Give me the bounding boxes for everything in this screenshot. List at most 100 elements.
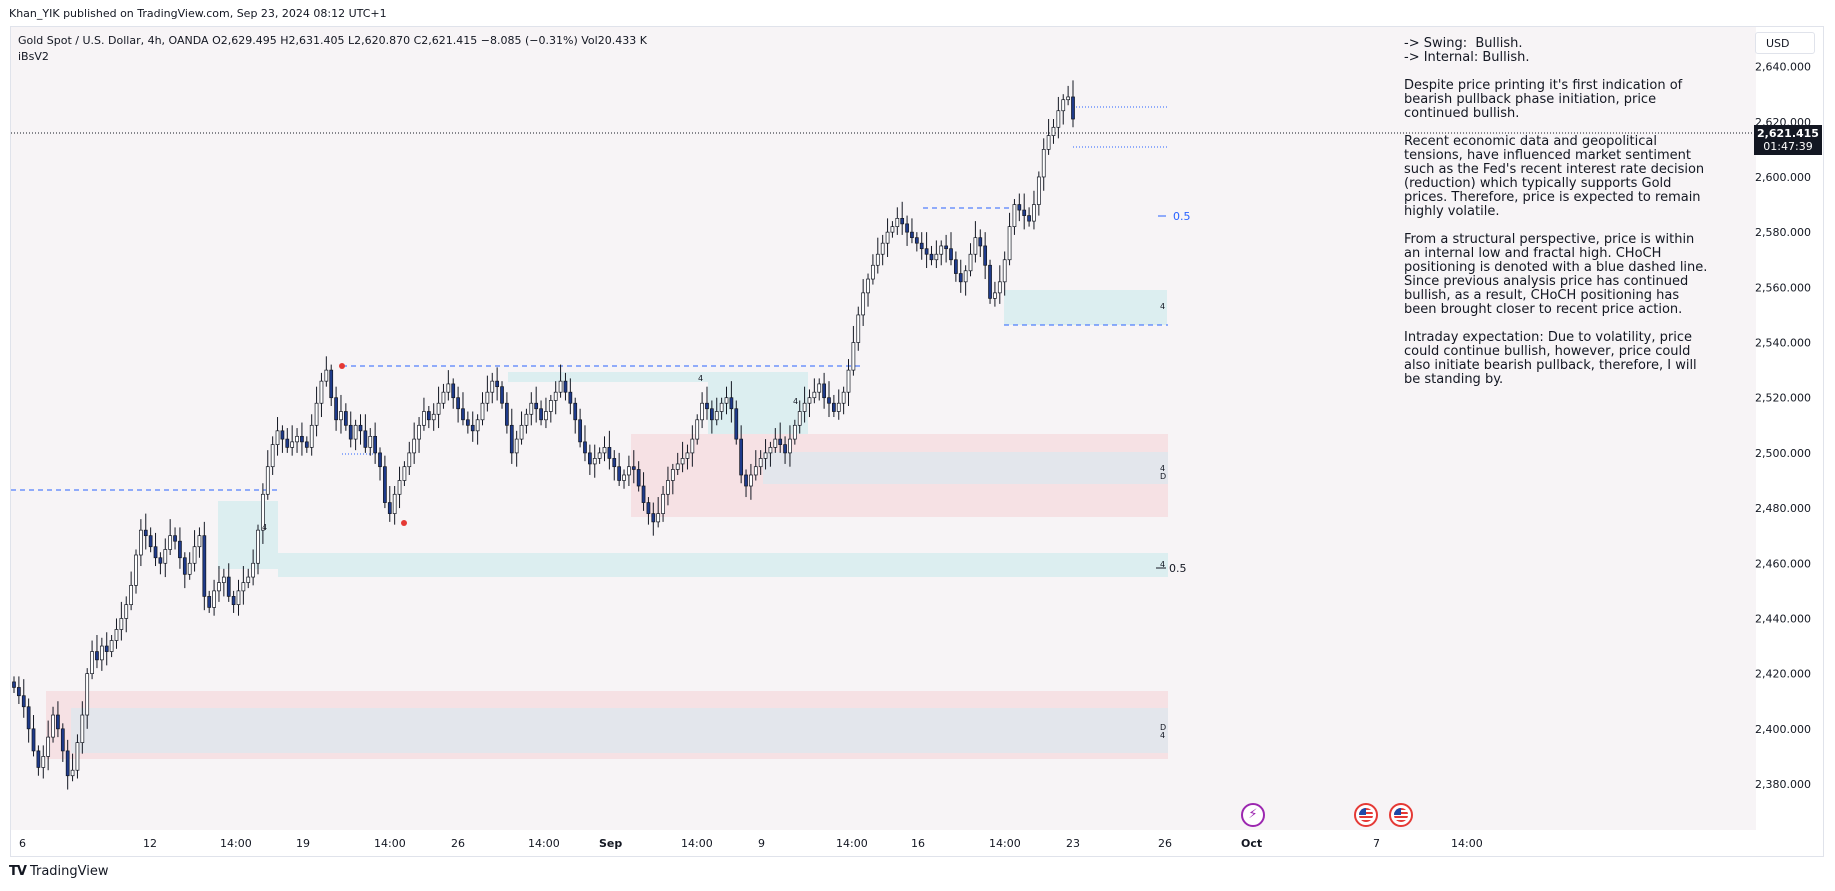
candle-down (739, 438, 744, 476)
candle-up (514, 438, 519, 454)
zone-label-9: 4 (1160, 731, 1165, 740)
candle-up (51, 714, 55, 738)
candle-up (41, 756, 46, 768)
candle-down (26, 706, 31, 730)
candle-up (109, 640, 114, 652)
candle-down (21, 695, 26, 708)
candle-up (656, 513, 661, 523)
zone-label-3: 4 (793, 397, 798, 406)
candle-up (592, 458, 597, 465)
candle-down (426, 411, 431, 421)
candle-up (1007, 226, 1012, 261)
us-flag-event-icon[interactable] (1389, 803, 1413, 827)
candle-up (392, 493, 397, 514)
candle-down (182, 557, 187, 575)
candle-up (1061, 99, 1066, 112)
candle-down (173, 535, 177, 542)
symbol-legend[interactable]: Gold Spot / U.S. Dollar, 4h, OANDA O2,62… (18, 34, 647, 63)
price-label: 2,580.000 (1755, 226, 1811, 239)
currency-button[interactable]: USD (1755, 32, 1815, 54)
candle-up (749, 474, 753, 487)
candle-down (456, 397, 460, 410)
candle-up (124, 604, 129, 619)
time-label: 26 (451, 837, 465, 850)
tradingview-logo[interactable]: TV TradingView (9, 864, 108, 879)
candle-up (871, 264, 875, 280)
zone-label-5: 4 (1160, 464, 1165, 473)
candle-down (832, 402, 836, 412)
chart-canvas[interactable]: 4 4 4 4 4 D 4 D 4 0.5 0.5 2,640.0002,620… (11, 27, 1823, 856)
candle-up (724, 397, 729, 404)
candle-down (231, 596, 236, 606)
candle-up (265, 466, 270, 495)
price-scale[interactable]: 2,640.0002,620.0002,600.0002,580.0002,56… (1755, 27, 1823, 856)
candle-down (363, 430, 368, 448)
candle-up (353, 424, 358, 440)
candle-down (358, 424, 363, 432)
candle-down (573, 402, 578, 421)
candle-up (680, 458, 685, 465)
candle-up (246, 576, 251, 583)
candle-down (387, 502, 392, 514)
zone-label-7: 4 (1160, 560, 1165, 569)
candle-up (1046, 135, 1051, 150)
time-scale[interactable]: 6 12 14:00 19 14:00 26 14:00 Sep 14:00 9 14:00 16 14… (11, 830, 1823, 856)
candle-down (983, 245, 988, 266)
candle-up (99, 645, 104, 661)
candle-down (641, 485, 646, 503)
candle-down (12, 681, 16, 688)
candle-up (773, 438, 778, 448)
symbol-name[interactable]: Gold Spot / U.S. Dollar, 4h, OANDA (18, 34, 209, 47)
zone-label-4: 4 (1160, 302, 1165, 311)
candle-up (968, 253, 973, 272)
candle-up (817, 383, 822, 393)
candle-up (46, 736, 51, 757)
notes-paragraph-3: From a structural perspective, price is … (1404, 232, 1708, 317)
candle-down (143, 529, 148, 537)
us-flag-event-icon[interactable] (1354, 803, 1378, 827)
price-label: 2,460.000 (1755, 557, 1811, 570)
zones-layer (46, 290, 1168, 759)
candle-down (300, 435, 304, 443)
candle-down (778, 438, 783, 445)
candle-up (402, 466, 407, 481)
price-label: 2,600.000 (1755, 171, 1811, 184)
candle-up (797, 411, 802, 426)
candle-down (539, 408, 543, 421)
candle-up (529, 402, 534, 415)
candle-down (534, 402, 539, 410)
candle-up (627, 466, 631, 476)
candle-up (490, 380, 495, 393)
candle-down (148, 535, 153, 548)
candle-down (505, 402, 509, 426)
candle-up (1066, 96, 1070, 101)
candle-down (954, 259, 958, 274)
candle-down (280, 430, 285, 440)
candle-up (197, 535, 202, 548)
candle-up (217, 582, 221, 592)
candle-down (31, 728, 36, 752)
candle-up (519, 424, 524, 440)
candle-up (661, 493, 665, 514)
candle-up (256, 529, 260, 564)
fractal-low-dot (401, 520, 407, 526)
candle-up (841, 391, 846, 404)
chart-pane[interactable]: 4 4 4 4 4 D 4 D 4 0.5 0.5 2,640.000 2,620… (10, 26, 1824, 857)
candle-down (905, 223, 909, 233)
candle-up (973, 237, 978, 255)
lightning-event-icon[interactable]: ⚡ (1241, 803, 1265, 827)
price-label: 2,520.000 (1755, 392, 1811, 405)
candle-down (710, 408, 714, 421)
candle-up (129, 584, 133, 606)
notes-paragraph-1: Despite price printing it's first indica… (1404, 78, 1683, 121)
candle-up (875, 253, 880, 266)
candle-up (485, 391, 490, 404)
demand-zone-top (508, 372, 708, 382)
candle-down (95, 651, 99, 661)
grey-zone-bottom (71, 708, 1168, 753)
time-label: 14:00 (989, 837, 1021, 850)
time-label: 19 (296, 837, 310, 850)
candle-down (158, 557, 163, 564)
indicator-name[interactable]: iBsV2 (18, 50, 49, 63)
candle-up (319, 380, 324, 404)
